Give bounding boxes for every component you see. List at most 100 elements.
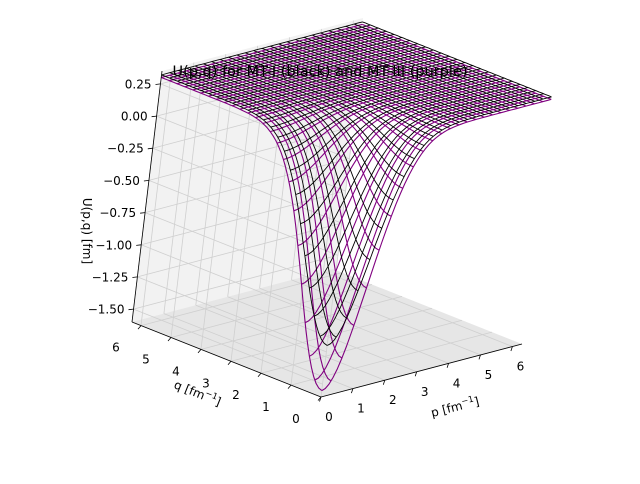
q-tick-label: 0 <box>292 412 300 426</box>
grid-z-right <box>160 30 362 85</box>
q-axis-label-sup: −1 <box>204 389 219 403</box>
surface-mt3 <box>160 23 552 392</box>
surface-mt3-p-line <box>336 30 527 107</box>
q-tick <box>257 372 262 377</box>
z-tick-label: −1.00 <box>95 238 132 252</box>
q-axis-label: q [fm−1] <box>172 377 223 409</box>
q-axis-label-tail: ] <box>213 394 223 409</box>
z-tick <box>151 115 157 118</box>
p-axis-label-tail: ] <box>473 394 481 409</box>
surface-mt1-p-line <box>337 28 527 104</box>
surface-mt3-p-line <box>361 23 552 100</box>
q-tick-label: 3 <box>202 376 210 390</box>
surface-mt3-q-line <box>176 30 379 85</box>
p-tick <box>414 371 418 377</box>
p-tick <box>446 363 449 368</box>
z-tick-label: −0.25 <box>107 142 144 156</box>
z-tick-label: −1.50 <box>88 303 125 317</box>
z-tick-label: 0.00 <box>121 110 148 124</box>
q-tick-label: 5 <box>142 353 150 367</box>
grid-floor-q <box>260 319 463 374</box>
z-tick-label: −0.50 <box>103 174 140 188</box>
q-tick-label: 6 <box>112 341 120 355</box>
grid-floor-q <box>170 284 373 338</box>
q-tick <box>287 384 292 389</box>
grid-wall-q <box>170 86 202 338</box>
grid-z-left <box>133 308 323 385</box>
z-tick-label: −0.75 <box>99 206 136 220</box>
grid-wall-q <box>290 134 322 386</box>
z-tick <box>155 83 161 85</box>
surface-mt1-q-line <box>177 27 379 82</box>
surface-mt1-q-line <box>192 33 395 88</box>
surface-mt1 <box>161 21 552 346</box>
p-tick-label: 0 <box>325 410 333 424</box>
q-tick <box>137 325 142 330</box>
p-tick <box>382 380 386 385</box>
grid-floor-q <box>230 307 433 362</box>
surface-mt3-q-line <box>161 23 363 78</box>
surfaces <box>160 21 552 392</box>
surface-mt1-p-line <box>345 25 535 102</box>
p-tick-label: 4 <box>453 376 461 390</box>
p-tick-label: 3 <box>421 385 429 399</box>
surface-mt1-q-line <box>185 30 387 85</box>
surface-mt1-q-line <box>169 24 371 79</box>
p-axis-label: p [fm−1] <box>429 393 480 419</box>
grid-floor-p <box>291 279 481 356</box>
surface-mt1-p-line <box>354 23 544 100</box>
grid-floor-q <box>200 296 403 350</box>
grid-wall-q <box>200 98 232 350</box>
q-tick-label: 1 <box>262 400 270 414</box>
q-tick <box>317 396 322 401</box>
grid-z-right <box>137 223 339 278</box>
grid-wall-q <box>260 122 292 374</box>
z-axis-label: U(p,q) [fm] <box>80 198 94 264</box>
surface-mt3-q-line <box>184 33 387 88</box>
surface-mt1-p-line <box>362 21 552 98</box>
grid-z-left <box>137 276 327 353</box>
grid-z-right <box>133 255 335 310</box>
p-tick-label: 2 <box>389 393 397 407</box>
grid-floor-p <box>163 313 354 389</box>
grid-wall-q <box>140 74 172 326</box>
grid-z-right <box>148 127 351 181</box>
p-tick-label: 5 <box>485 368 493 382</box>
z-tick <box>136 244 142 246</box>
p-axis-label-sup: −1 <box>460 395 475 408</box>
surface-mt3-q-line <box>168 27 371 82</box>
surface-mt3-p-line <box>345 28 535 105</box>
grid-floor-p <box>227 296 417 373</box>
grid-floor-p <box>323 271 513 347</box>
z-tick <box>128 308 134 311</box>
grid-wall-p <box>163 62 195 314</box>
chart-title: U(p,q) for MT-I (black) and MT-III (purp… <box>172 64 468 80</box>
q-tick <box>167 337 172 342</box>
p-tick <box>351 388 354 394</box>
p-tick-label: 1 <box>357 402 365 416</box>
p-axis-label-base: p [fm <box>429 399 463 420</box>
z-tick <box>147 147 153 150</box>
p-tick <box>478 354 481 360</box>
q-tick-label: 4 <box>172 364 180 378</box>
z-tick-label: 0.25 <box>125 77 152 91</box>
grid-z-right <box>156 62 358 117</box>
surface-mt3-p-line <box>353 26 544 103</box>
p-axis-line <box>320 343 523 398</box>
z-tick <box>132 276 138 278</box>
grid-floor-q <box>290 331 493 386</box>
p-tick-label: 6 <box>517 360 525 374</box>
q-tick-label: 2 <box>232 388 240 402</box>
q-tick <box>227 361 232 366</box>
pane-floor <box>132 269 522 397</box>
z-axis-line <box>131 70 163 323</box>
z-tick <box>140 212 146 214</box>
grid-z-right <box>144 159 347 213</box>
z-tick-label: −1.25 <box>92 270 129 284</box>
q-axis-line <box>131 321 322 398</box>
grid-floor-p <box>195 304 385 381</box>
p-tick <box>510 346 513 352</box>
